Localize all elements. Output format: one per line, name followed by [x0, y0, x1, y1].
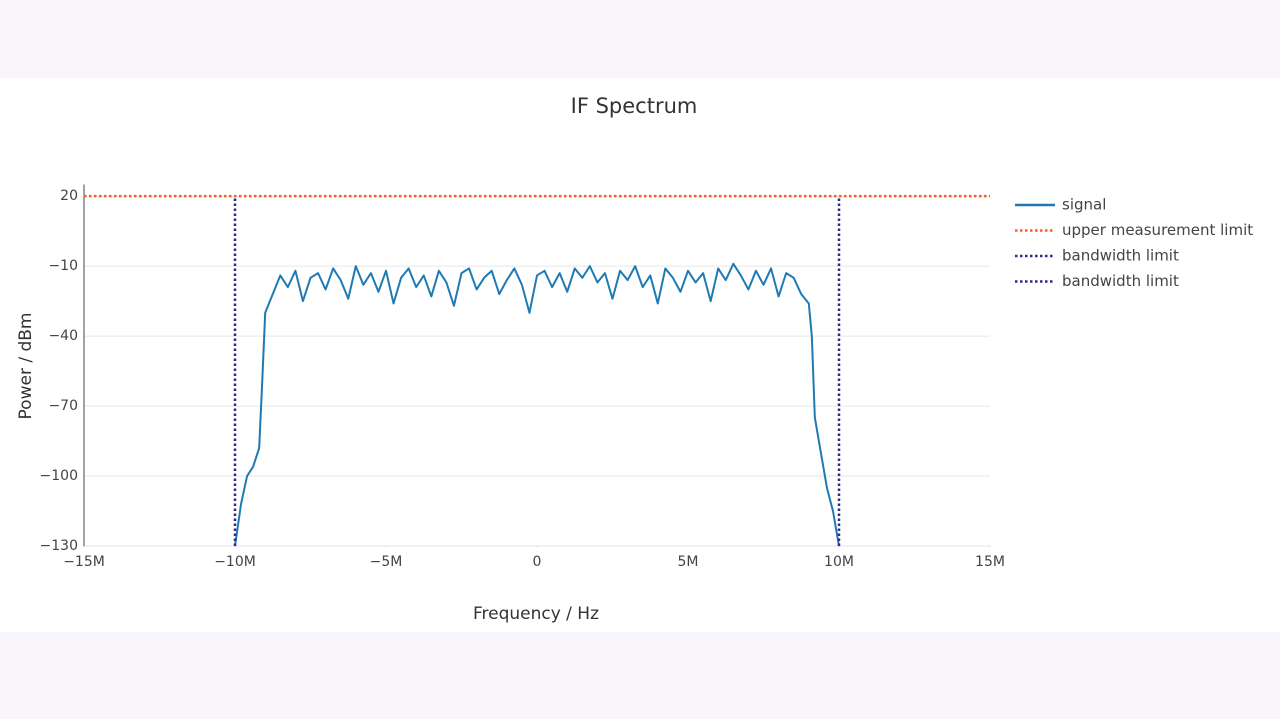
x-tick-label: −5M [370, 554, 403, 570]
x-tick-label: 15M [975, 554, 1005, 570]
legend-label: bandwidth limit [1062, 272, 1179, 290]
y-tick-label: −40 [48, 328, 78, 344]
legend-label: bandwidth limit [1062, 247, 1179, 265]
panel [0, 78, 1280, 632]
chart-title: IF Spectrum [571, 94, 698, 118]
x-tick-label: 0 [533, 554, 542, 570]
legend-label: upper measurement limit [1062, 221, 1253, 239]
y-tick-label: 20 [60, 188, 78, 204]
x-tick-label: −10M [214, 554, 256, 570]
y-tick-label: −10 [48, 258, 78, 274]
y-axis-label: Power / dBm [16, 313, 36, 420]
series-line [234, 262, 840, 547]
x-tick-label: 10M [824, 554, 854, 570]
legend-label: signal [1062, 196, 1106, 214]
x-tick-label: −15M [63, 554, 105, 570]
x-axis-label: Frequency / Hz [473, 604, 599, 624]
y-tick-label: −70 [48, 398, 78, 414]
y-tick-label: −130 [40, 538, 78, 554]
x-tick-label: 5M [678, 554, 699, 570]
y-tick-label: −100 [40, 468, 78, 484]
